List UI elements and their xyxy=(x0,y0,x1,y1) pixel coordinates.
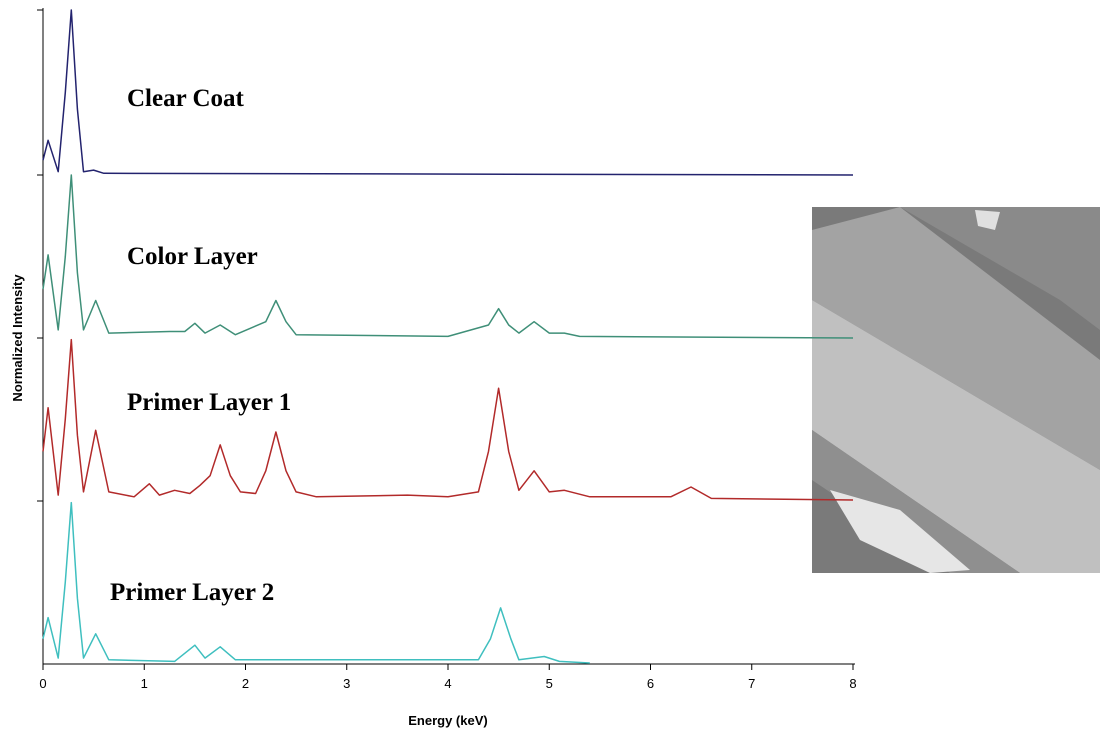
micrograph-band xyxy=(812,430,1020,573)
spectrum-line xyxy=(42,9,854,176)
micrograph-band xyxy=(812,300,1100,573)
spectrum-line xyxy=(42,174,854,339)
y-axis-title: Normalized Intensity xyxy=(10,274,25,402)
spectrum-line xyxy=(42,338,854,501)
x-tick-label: 3 xyxy=(343,676,350,691)
x-tick-label: 6 xyxy=(647,676,654,691)
micrograph-particle xyxy=(830,490,970,573)
x-axis-title: Energy (keV) xyxy=(408,713,487,728)
micrograph xyxy=(812,207,1100,573)
series-label: Color Layer xyxy=(127,243,258,270)
micrograph-particle xyxy=(975,210,1000,230)
x-tick-label: 0 xyxy=(39,676,46,691)
series-label: Primer Layer 2 xyxy=(110,579,274,606)
x-tick-label: 8 xyxy=(849,676,856,691)
x-tick-label: 1 xyxy=(141,676,148,691)
x-tick-label: 5 xyxy=(546,676,553,691)
series-label: Clear Coat xyxy=(127,85,245,112)
x-tick-label: 4 xyxy=(444,676,451,691)
series-label: Primer Layer 1 xyxy=(127,389,291,416)
x-tick-label: 7 xyxy=(748,676,755,691)
x-tick-label: 2 xyxy=(242,676,249,691)
spectrum-line xyxy=(42,501,590,664)
micrograph-region xyxy=(812,207,1100,330)
micrograph-band xyxy=(812,207,1100,470)
